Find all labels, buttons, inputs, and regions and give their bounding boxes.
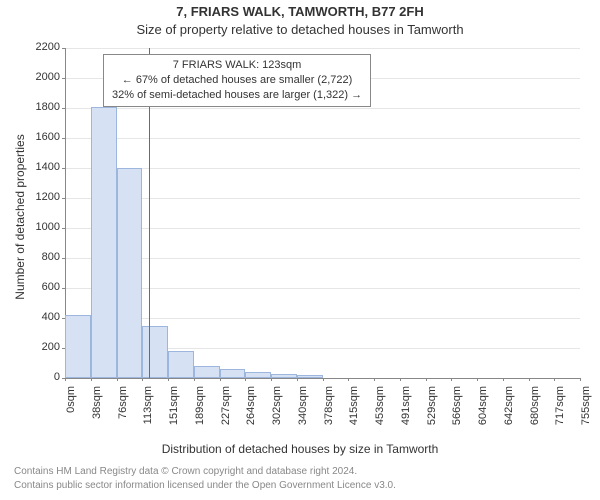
y-tick-label: 2000 — [20, 71, 60, 83]
histogram-bar — [220, 369, 246, 378]
x-tick-mark — [220, 378, 221, 381]
callout-line-3: 32% of semi-detached houses are larger (… — [112, 88, 362, 103]
histogram-bar — [168, 351, 194, 378]
x-tick-mark — [529, 378, 530, 381]
y-tick-mark — [62, 138, 65, 139]
x-tick-label: 680sqm — [529, 386, 541, 436]
y-tick-label: 1600 — [20, 131, 60, 143]
x-tick-label: 491sqm — [400, 386, 412, 436]
x-tick-mark — [65, 378, 66, 381]
page-title: 7, FRIARS WALK, TAMWORTH, B77 2FH — [0, 4, 600, 19]
x-tick-label: 189sqm — [194, 386, 206, 436]
gridline-h — [65, 228, 580, 229]
y-tick-label: 200 — [20, 341, 60, 353]
x-tick-mark — [323, 378, 324, 381]
x-tick-mark — [91, 378, 92, 381]
x-tick-label: 453sqm — [374, 386, 386, 436]
y-tick-mark — [62, 348, 65, 349]
x-tick-mark — [580, 378, 581, 381]
y-tick-label: 0 — [20, 371, 60, 383]
x-tick-label: 0sqm — [65, 386, 77, 436]
y-tick-label: 2200 — [20, 41, 60, 53]
x-tick-label: 642sqm — [503, 386, 515, 436]
gridline-h — [65, 168, 580, 169]
x-tick-mark — [194, 378, 195, 381]
page-subtitle: Size of property relative to detached ho… — [0, 22, 600, 37]
histogram-bar — [91, 107, 117, 379]
y-tick-label: 600 — [20, 281, 60, 293]
x-tick-mark — [245, 378, 246, 381]
x-tick-mark — [503, 378, 504, 381]
histogram-bar — [297, 375, 323, 378]
x-tick-label: 529sqm — [426, 386, 438, 436]
x-tick-mark — [142, 378, 143, 381]
histogram-bar — [142, 326, 168, 379]
x-tick-mark — [477, 378, 478, 381]
x-tick-mark — [348, 378, 349, 381]
histogram-bar — [271, 374, 297, 379]
gridline-h — [65, 138, 580, 139]
y-tick-mark — [62, 78, 65, 79]
footer-line-1: Contains HM Land Registry data © Crown c… — [14, 466, 357, 477]
x-tick-mark — [400, 378, 401, 381]
x-tick-label: 227sqm — [220, 386, 232, 436]
x-tick-mark — [554, 378, 555, 381]
x-tick-mark — [168, 378, 169, 381]
gridline-h — [65, 288, 580, 289]
gridline-h — [65, 108, 580, 109]
gridline-h — [65, 48, 580, 49]
y-tick-mark — [62, 228, 65, 229]
x-tick-mark — [426, 378, 427, 381]
x-tick-label: 264sqm — [245, 386, 257, 436]
histogram-bar — [65, 315, 91, 378]
y-tick-label: 800 — [20, 251, 60, 263]
x-tick-mark — [374, 378, 375, 381]
callout-line-1: 7 FRIARS WALK: 123sqm — [112, 58, 362, 73]
gridline-h — [65, 198, 580, 199]
y-tick-label: 1400 — [20, 161, 60, 173]
x-tick-label: 755sqm — [580, 386, 592, 436]
y-tick-mark — [62, 168, 65, 169]
x-tick-label: 76sqm — [117, 386, 129, 436]
x-axis-label: Distribution of detached houses by size … — [0, 442, 600, 456]
x-tick-label: 38sqm — [91, 386, 103, 436]
callout-line-2: ← 67% of detached houses are smaller (2,… — [112, 73, 362, 88]
y-tick-label: 1000 — [20, 221, 60, 233]
x-tick-label: 717sqm — [554, 386, 566, 436]
histogram-bar — [245, 372, 271, 378]
x-tick-label: 566sqm — [451, 386, 463, 436]
x-tick-mark — [271, 378, 272, 381]
x-tick-mark — [117, 378, 118, 381]
x-tick-label: 151sqm — [168, 386, 180, 436]
y-tick-mark — [62, 108, 65, 109]
x-tick-label: 340sqm — [297, 386, 309, 436]
footer-line-2: Contains public sector information licen… — [14, 480, 396, 491]
y-tick-label: 1200 — [20, 191, 60, 203]
gridline-h — [65, 318, 580, 319]
x-tick-label: 415sqm — [348, 386, 360, 436]
x-tick-label: 604sqm — [477, 386, 489, 436]
y-tick-mark — [62, 318, 65, 319]
y-tick-label: 400 — [20, 311, 60, 323]
x-tick-mark — [451, 378, 452, 381]
y-tick-mark — [62, 198, 65, 199]
x-tick-label: 302sqm — [271, 386, 283, 436]
histogram-bar — [117, 168, 143, 378]
x-tick-mark — [297, 378, 298, 381]
histogram-bar — [194, 366, 220, 378]
y-tick-mark — [62, 48, 65, 49]
gridline-h — [65, 258, 580, 259]
y-tick-mark — [62, 258, 65, 259]
reference-callout: 7 FRIARS WALK: 123sqm ← 67% of detached … — [103, 54, 371, 107]
x-tick-label: 378sqm — [323, 386, 335, 436]
y-tick-label: 1800 — [20, 101, 60, 113]
x-tick-label: 113sqm — [142, 386, 154, 436]
y-tick-mark — [62, 288, 65, 289]
